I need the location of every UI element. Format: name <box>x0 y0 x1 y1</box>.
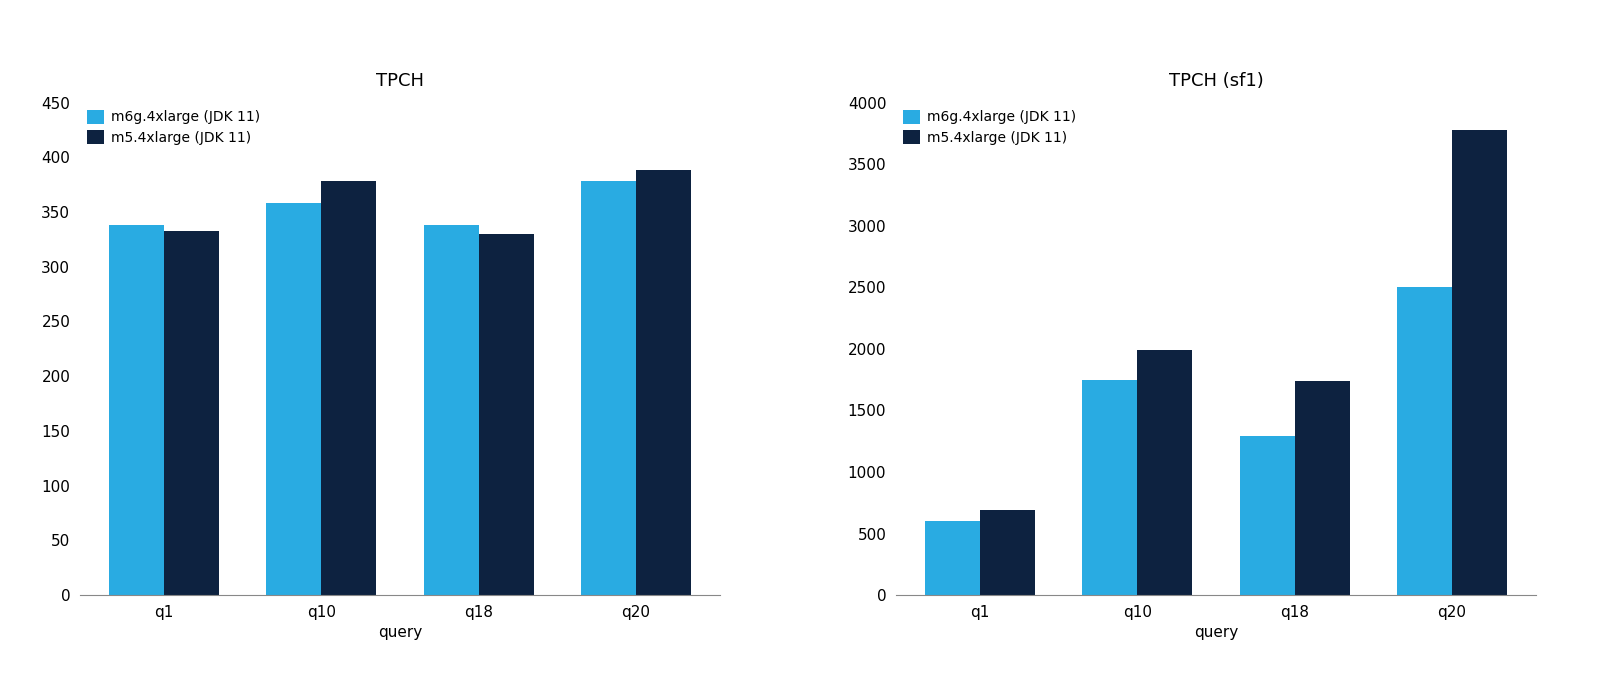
X-axis label: query: query <box>378 625 422 640</box>
Bar <box>581 181 635 595</box>
Title: TPCH: TPCH <box>376 72 424 90</box>
Legend: m6g.4xlarge (JDK 11), m5.4xlarge (JDK 11): m6g.4xlarge (JDK 11), m5.4xlarge (JDK 11… <box>86 109 259 145</box>
Bar <box>635 170 691 595</box>
Bar <box>1294 381 1350 595</box>
Bar <box>1138 350 1192 595</box>
Bar <box>322 181 376 595</box>
Bar <box>424 225 478 595</box>
Bar <box>109 225 165 595</box>
Bar <box>925 521 981 595</box>
Bar <box>1240 436 1294 595</box>
Bar <box>478 234 534 595</box>
Bar <box>1082 380 1138 595</box>
Bar <box>981 510 1035 595</box>
X-axis label: query: query <box>1194 625 1238 640</box>
Title: TPCH (sf1): TPCH (sf1) <box>1168 72 1264 90</box>
Bar <box>266 203 322 595</box>
Legend: m6g.4xlarge (JDK 11), m5.4xlarge (JDK 11): m6g.4xlarge (JDK 11), m5.4xlarge (JDK 11… <box>902 109 1075 145</box>
Bar <box>1451 130 1507 595</box>
Bar <box>165 231 219 595</box>
Bar <box>1397 287 1451 595</box>
